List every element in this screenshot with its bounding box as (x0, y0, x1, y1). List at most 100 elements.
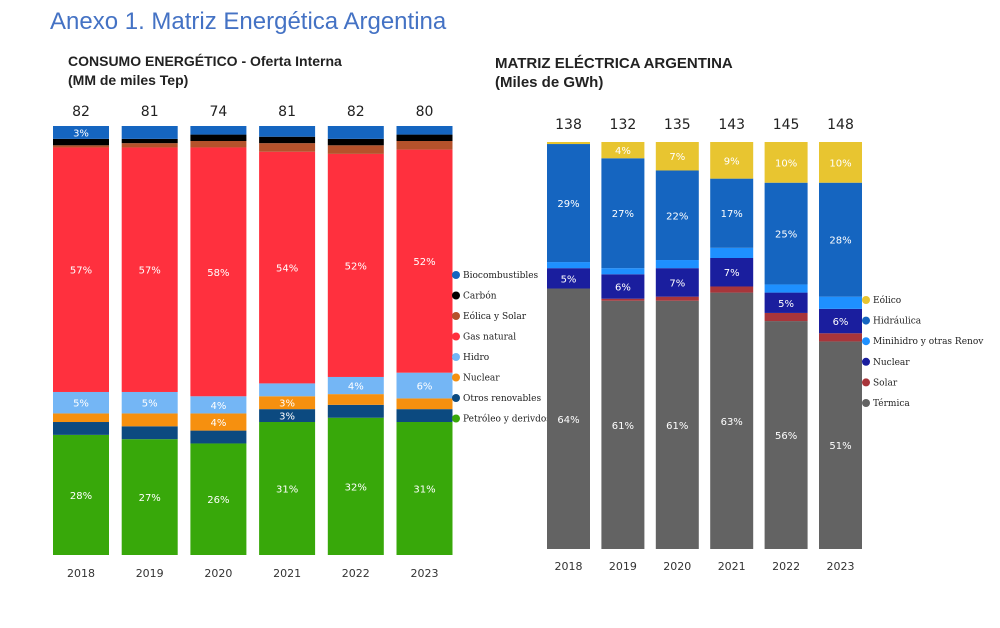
x-tick-label: 2022 (342, 567, 370, 580)
data-label: 29% (557, 199, 579, 210)
legend-label: Eólica y Solar (463, 311, 527, 322)
data-label: 4% (210, 418, 226, 429)
legend-label: Carbón (463, 291, 497, 302)
legend-marker (862, 357, 870, 366)
x-tick-label: 2019 (136, 567, 164, 580)
data-label: 5% (778, 299, 794, 310)
bar-segment (710, 142, 754, 179)
bar-segment (710, 292, 754, 549)
chart-1-title: CONSUMO ENERGÉTICO - Oferta Interna (68, 53, 342, 69)
legend-label: Biocombustibles (463, 271, 539, 281)
data-label: 26% (207, 495, 229, 506)
total-label: 82 (72, 104, 90, 120)
data-label: 3% (279, 399, 295, 410)
bar-segment (121, 126, 178, 139)
bar-segment (396, 134, 453, 142)
data-label: 7% (669, 152, 685, 163)
bar-segment (121, 143, 178, 148)
chart-2-title-block: MATRIZ ELÉCTRICA ARGENTINA (Miles de GWh… (495, 54, 733, 92)
bar-segment (259, 422, 316, 555)
legend-marker (452, 373, 460, 382)
data-label: 7% (669, 278, 685, 289)
bar-segment (396, 149, 453, 373)
legend-label: Petróleo y derivdos (463, 414, 551, 425)
total-label: 132 (610, 117, 637, 133)
data-label: 64% (557, 415, 579, 426)
legend-label: Hidro (463, 353, 489, 363)
total-label: 81 (278, 104, 296, 120)
bar-segment (396, 422, 453, 555)
bar-segment (819, 142, 862, 183)
bar-segment (396, 126, 453, 135)
chart-2-title: MATRIZ ELÉCTRICA ARGENTINA (495, 55, 733, 72)
bar-segment (259, 143, 316, 152)
data-label: 5% (73, 399, 89, 410)
bar-segment (819, 341, 862, 549)
legend-marker (452, 353, 460, 361)
data-label: 54% (276, 264, 298, 275)
data-label: 3% (279, 412, 295, 423)
bar-segment (601, 300, 645, 549)
bar-segment (764, 142, 808, 183)
bar-segment (547, 262, 590, 269)
bar-segment (121, 147, 178, 392)
x-tick-label: 2020 (204, 567, 232, 580)
x-tick-label: 2023 (827, 560, 855, 573)
bar-segment (710, 247, 754, 258)
x-tick-label: 2021 (273, 567, 301, 580)
data-label: 6% (417, 382, 433, 393)
chart-1-title-block: CONSUMO ENERGÉTICO - Oferta Interna (MM … (68, 52, 342, 90)
bar-segment (764, 321, 808, 549)
total-label: 148 (827, 117, 854, 133)
bar-segment (710, 257, 754, 287)
data-label: 7% (724, 268, 740, 279)
bar-segment (601, 268, 645, 275)
bar-segment (764, 182, 808, 285)
bar-segment (764, 292, 808, 313)
total-label: 143 (718, 117, 745, 133)
bar-segment (601, 298, 645, 301)
data-label: 58% (207, 268, 229, 279)
chart-2-subtitle: (Miles de GWh) (495, 74, 604, 91)
bar-segment (121, 426, 178, 440)
bar-segment (327, 138, 384, 146)
data-label: 5% (561, 274, 577, 285)
data-label: 63% (721, 417, 743, 428)
data-label: 28% (829, 236, 851, 247)
data-label: 4% (348, 382, 364, 393)
bar-segment (764, 312, 808, 322)
bar-segment (655, 142, 699, 171)
bar-segment (190, 134, 247, 142)
data-label: 28% (70, 491, 92, 502)
bar-segment (601, 274, 645, 299)
bar-segment (819, 182, 862, 297)
data-label: 27% (612, 209, 634, 220)
data-label: 57% (70, 266, 92, 277)
bar-segment (655, 260, 699, 269)
bar-segment (259, 396, 316, 410)
legend-marker (452, 271, 460, 279)
bar-segment (396, 409, 453, 423)
bar-segment (190, 396, 247, 414)
data-label: 9% (724, 156, 740, 167)
legend-marker (862, 399, 870, 407)
total-label: 80 (416, 104, 434, 120)
total-label: 74 (209, 104, 227, 120)
data-label: 22% (666, 211, 688, 222)
bar-segment (655, 296, 699, 301)
bar-segment (547, 142, 590, 145)
bar-segment (547, 268, 590, 289)
legend-marker (452, 332, 460, 341)
bar-segment (710, 286, 754, 293)
chart-1-subtitle: (MM de miles Tep) (68, 72, 189, 88)
x-tick-label: 2020 (663, 560, 691, 573)
legend-marker (452, 312, 460, 320)
bar-segment (601, 158, 645, 269)
bar-segment (327, 417, 384, 555)
legend-marker (452, 291, 460, 300)
bar-segment (819, 308, 862, 334)
legend-marker (862, 316, 870, 325)
legend-marker (862, 296, 870, 304)
data-label: 4% (615, 146, 631, 157)
bar-segment (396, 398, 453, 410)
